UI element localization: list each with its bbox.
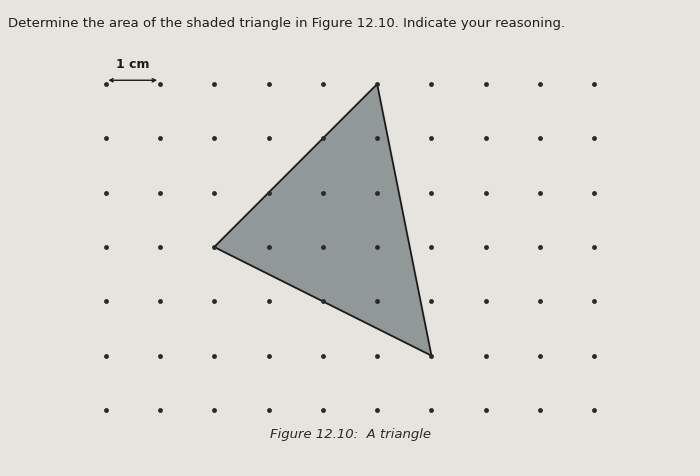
Text: Figure 12.10:  A triangle: Figure 12.10: A triangle [270, 427, 430, 440]
Text: Determine the area of the shaded triangle in Figure 12.10. Indicate your reasoni: Determine the area of the shaded triangl… [8, 17, 566, 30]
Text: 1 cm: 1 cm [116, 59, 150, 71]
Polygon shape [214, 85, 431, 356]
